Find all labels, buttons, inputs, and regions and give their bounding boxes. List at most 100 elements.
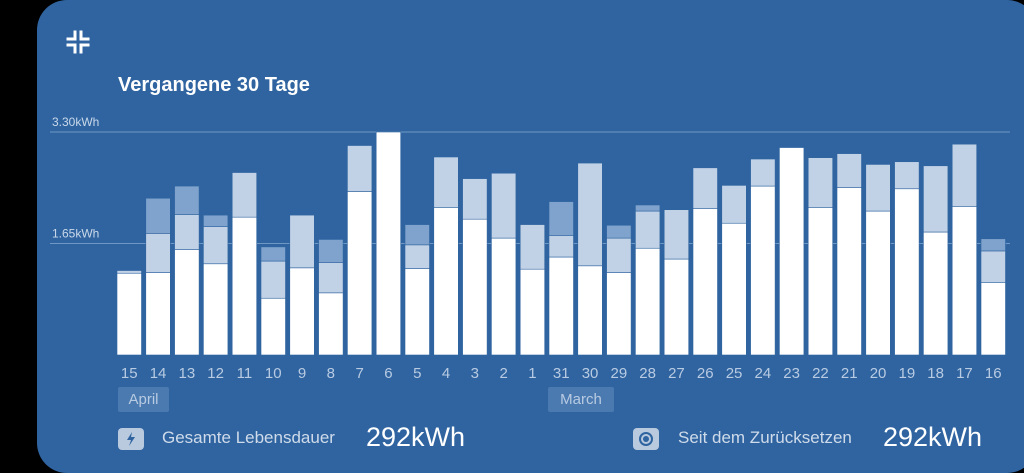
x-tick-label: 8 (327, 365, 335, 382)
bar-segment (894, 188, 920, 356)
bar-segment (289, 214, 315, 269)
collapse-icon[interactable] (66, 30, 90, 54)
bar-segment (231, 172, 257, 218)
bar-segment (721, 222, 747, 356)
bar-segment (145, 233, 171, 273)
bar-segment (318, 239, 344, 263)
bar-segment (174, 185, 200, 215)
bar-segment (433, 156, 459, 208)
bar-segment (174, 214, 200, 250)
bar-segment (116, 270, 142, 274)
x-tick-label: 5 (413, 365, 421, 382)
x-tick-label: 10 (265, 365, 282, 382)
bar-segment (779, 147, 805, 356)
x-tick-label: 17 (956, 365, 973, 382)
bar-segment (923, 231, 949, 356)
bar-segment (548, 256, 574, 356)
bar-segment (519, 224, 546, 270)
bar-segment (635, 204, 661, 212)
month-label-march: March (548, 387, 614, 412)
x-tick-label: 31 (553, 365, 570, 382)
bar-segment (116, 272, 142, 356)
bar-segment (663, 258, 690, 356)
bar-segment (548, 235, 574, 258)
bar-segment (606, 272, 632, 356)
bar-segment (260, 260, 286, 299)
x-tick-label: 15 (121, 365, 138, 382)
bar-segment (375, 131, 402, 356)
bar-segment (491, 172, 517, 239)
bar-segment (951, 206, 978, 356)
bar-segment (836, 153, 862, 188)
bar-segment (433, 207, 459, 356)
x-tick-label: 27 (668, 365, 685, 382)
bar-segment (692, 167, 718, 209)
bar-segment (865, 210, 891, 356)
bar-segment (721, 185, 747, 224)
bar-segment (807, 207, 834, 356)
bar-segment (606, 224, 632, 239)
reset-label: Seit dem Zurücksetzen (678, 428, 852, 447)
x-tick-label: 21 (841, 365, 858, 382)
target-icon (633, 428, 659, 450)
month-label-april: April (118, 387, 169, 412)
bar-segment (807, 157, 834, 208)
lifetime-value: 292kWh (366, 422, 466, 452)
x-tick-label: 14 (150, 365, 167, 382)
bar-segment (836, 187, 862, 356)
bar-segment (519, 268, 546, 356)
x-tick-label: 19 (899, 365, 916, 382)
bar-segment (663, 209, 690, 260)
bar-segment (318, 262, 344, 294)
bar-segment (145, 197, 171, 234)
bar-segment (231, 216, 257, 356)
bar-segment (145, 272, 171, 356)
bar-segment (462, 178, 488, 220)
bar-segment (174, 249, 200, 356)
x-tick-label: 18 (927, 365, 944, 382)
x-tick-label: 29 (611, 365, 628, 382)
x-tick-label: 12 (207, 365, 224, 382)
bar-segment (865, 164, 891, 212)
bar-segment (894, 161, 920, 190)
x-tick-label: 3 (471, 365, 479, 382)
x-tick-label: 9 (298, 365, 306, 382)
bar-segment (347, 191, 373, 356)
lifetime-label: Gesamte Lebensdauer (162, 428, 335, 447)
bar-segment (692, 208, 718, 356)
x-tick-label: 11 (237, 365, 253, 382)
bar-segment (750, 158, 776, 187)
bar-segment (577, 265, 603, 356)
x-tick-label: 25 (726, 365, 743, 382)
y-tick-label: 3.30kWh (52, 115, 99, 129)
x-tick-label: 28 (639, 365, 656, 382)
bar-segment (491, 237, 517, 356)
bar-segment (289, 267, 315, 356)
bar-segment (260, 297, 286, 356)
bar-segment (606, 237, 632, 273)
bar-segment (750, 185, 776, 356)
lightning-icon (118, 428, 144, 450)
x-tick-label: 6 (384, 365, 392, 382)
x-tick-label: 1 (528, 365, 536, 382)
reset-value: 292kWh (883, 422, 983, 452)
x-tick-label: 2 (499, 365, 507, 382)
bar-segment (203, 263, 229, 356)
x-tick-label: 22 (812, 365, 829, 382)
x-tick-label: 24 (755, 365, 772, 382)
bar-segment (318, 292, 344, 356)
bar-segment (980, 282, 1006, 356)
x-tick-label: 23 (783, 365, 800, 382)
bar-segment (923, 165, 949, 233)
bar-segment (462, 218, 488, 356)
x-tick-label: 16 (985, 365, 1002, 382)
bar-segment (980, 238, 1006, 252)
x-tick-label: 7 (355, 365, 363, 382)
x-tick-label: 13 (179, 365, 196, 382)
y-tick-label: 1.65kWh (52, 227, 99, 241)
bar-segment (635, 247, 661, 356)
bar-segment (577, 162, 603, 267)
bar-segment (404, 268, 430, 356)
bar-segment (951, 143, 978, 207)
